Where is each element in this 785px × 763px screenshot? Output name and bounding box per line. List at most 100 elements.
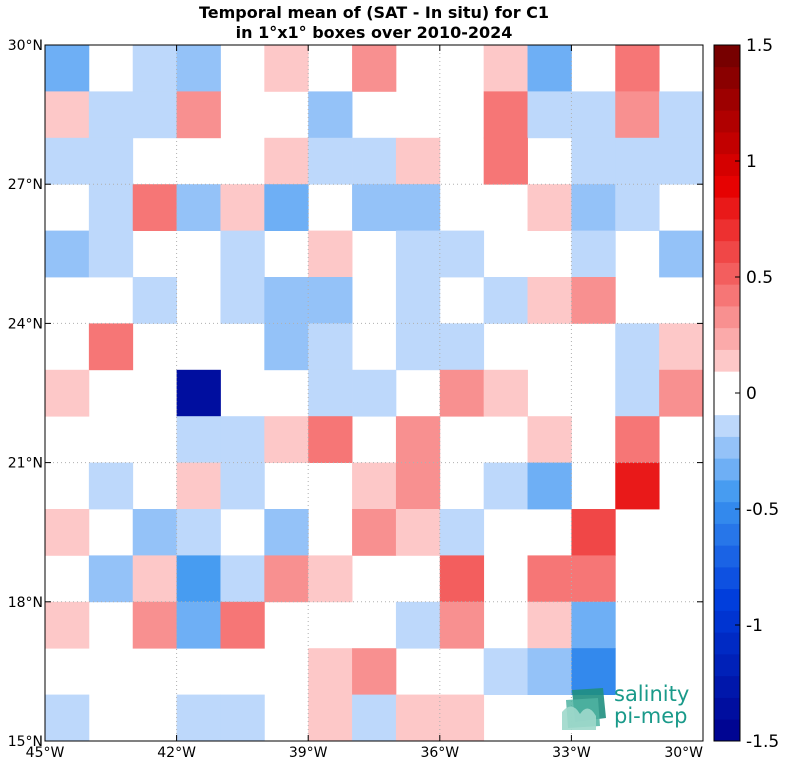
heatmap-cell xyxy=(176,369,221,417)
heatmap-cell xyxy=(176,416,221,463)
colorbar-band xyxy=(714,610,740,633)
heatmap-cell xyxy=(439,694,485,742)
heatmap-cell xyxy=(483,45,528,92)
heatmap-cell xyxy=(352,462,397,510)
heatmap-cell xyxy=(220,555,265,603)
heatmap-cell xyxy=(615,416,660,463)
colorbar-band xyxy=(714,371,740,394)
colorbar-band xyxy=(714,45,740,68)
heatmap-cell xyxy=(220,601,265,649)
heatmap-cell xyxy=(352,648,397,695)
colorbar-band xyxy=(714,523,740,546)
grid-lines xyxy=(45,45,703,741)
heatmap-cell xyxy=(45,45,90,92)
heatmap-cell xyxy=(571,601,616,649)
colorbar-tick-label: -1.5 xyxy=(746,732,779,752)
heatmap-cell xyxy=(439,509,485,556)
heatmap-cell xyxy=(527,277,572,324)
heatmap-cell xyxy=(571,648,616,695)
heatmap-cell xyxy=(45,91,90,139)
heatmap-cell xyxy=(308,230,353,278)
colorbar-band xyxy=(714,240,740,263)
heatmap-cell xyxy=(615,184,660,231)
heatmap-cell xyxy=(308,323,353,371)
heatmap-cell xyxy=(220,184,265,231)
heatmap-cell xyxy=(615,462,660,510)
salinity-pi-mep-logo: salinity pi-mep xyxy=(562,682,689,730)
heatmap-cell xyxy=(176,509,221,556)
heatmap-cell xyxy=(264,509,309,556)
heatmap-cell xyxy=(45,137,90,185)
heatmap-cell xyxy=(527,91,572,139)
heatmap-cell xyxy=(439,555,485,603)
heatmap-cell xyxy=(220,462,265,510)
heatmap-cell xyxy=(395,184,441,231)
heatmap-cell xyxy=(264,555,309,603)
x-tick-label: 39°W xyxy=(289,745,328,761)
x-tick-label: 33°W xyxy=(552,745,591,761)
heatmap-cell xyxy=(571,91,616,139)
heatmap-cell xyxy=(527,555,572,603)
colorbar-band xyxy=(714,414,740,437)
heatmap-cell xyxy=(615,45,660,92)
heatmap-cell xyxy=(527,416,572,463)
heatmap-cell xyxy=(659,91,704,139)
heatmap-cell xyxy=(308,416,353,463)
heatmap-cell xyxy=(527,601,572,649)
heatmap-cell xyxy=(220,277,265,324)
colorbar-band xyxy=(714,219,740,242)
heatmap-cell xyxy=(45,601,90,649)
heatmap-cell xyxy=(352,509,397,556)
heatmap-cell xyxy=(264,323,309,371)
colorbar-band xyxy=(714,349,740,372)
heatmap-cell xyxy=(132,91,177,139)
heatmap-cell xyxy=(132,277,177,324)
heatmap-cell xyxy=(659,230,704,278)
colorbar-band xyxy=(714,327,740,350)
plot-frame xyxy=(44,44,704,742)
heatmap-cell xyxy=(352,45,397,92)
heatmap-cell xyxy=(88,555,134,603)
logo-text-line-1: salinity xyxy=(614,682,689,706)
heatmap-cell xyxy=(571,137,616,185)
colorbar-band xyxy=(714,632,740,655)
heatmap-cell xyxy=(395,462,441,510)
colorbar-tick-label: 0 xyxy=(746,384,757,404)
x-axis: 45°W 42°W 39°W 36°W 33°W 30°W xyxy=(26,45,704,761)
heatmap-cell xyxy=(308,694,353,742)
colorbar-tick-label: 0.5 xyxy=(746,268,773,288)
heatmap-cell xyxy=(220,416,265,463)
heatmap-cell xyxy=(45,230,90,278)
y-tick-label: 27°N xyxy=(8,177,43,193)
heatmap-cell xyxy=(571,184,616,231)
colorbar-band xyxy=(714,675,740,698)
heatmap-cell xyxy=(395,509,441,556)
colorbar-band xyxy=(714,88,740,111)
y-tick-label: 21°N xyxy=(8,456,43,472)
heatmap-cell xyxy=(88,323,134,371)
heatmap-cell xyxy=(659,323,704,371)
heatmap-cell xyxy=(483,462,528,510)
heatmap-cell xyxy=(88,230,134,278)
colorbar-band xyxy=(714,284,740,307)
heatmap-cell xyxy=(176,555,221,603)
colorbar-band xyxy=(714,588,740,611)
heatmap-cell xyxy=(45,509,90,556)
colorbar-band xyxy=(714,501,740,524)
colorbar-tick-label: -0.5 xyxy=(746,500,779,520)
heatmap-cell xyxy=(88,462,134,510)
colorbar-band xyxy=(714,393,740,416)
heatmap-cell xyxy=(571,277,616,324)
x-tick-label: 42°W xyxy=(157,745,196,761)
colorbar-band xyxy=(714,436,740,459)
heatmap-cell xyxy=(176,462,221,510)
heatmap-cell xyxy=(483,277,528,324)
heatmap-cell xyxy=(176,91,221,139)
heatmap-cell xyxy=(527,462,572,510)
colorbar-band xyxy=(714,458,740,481)
chart-title: Temporal mean of (SAT - In situ) for C1 … xyxy=(199,3,549,42)
heatmap-cell xyxy=(88,137,134,185)
colorbar: 1.5 1 0.5 0 -0.5 -1 -1.5 xyxy=(713,36,779,752)
colorbar-band xyxy=(714,66,740,89)
heatmap-cell xyxy=(615,369,660,417)
